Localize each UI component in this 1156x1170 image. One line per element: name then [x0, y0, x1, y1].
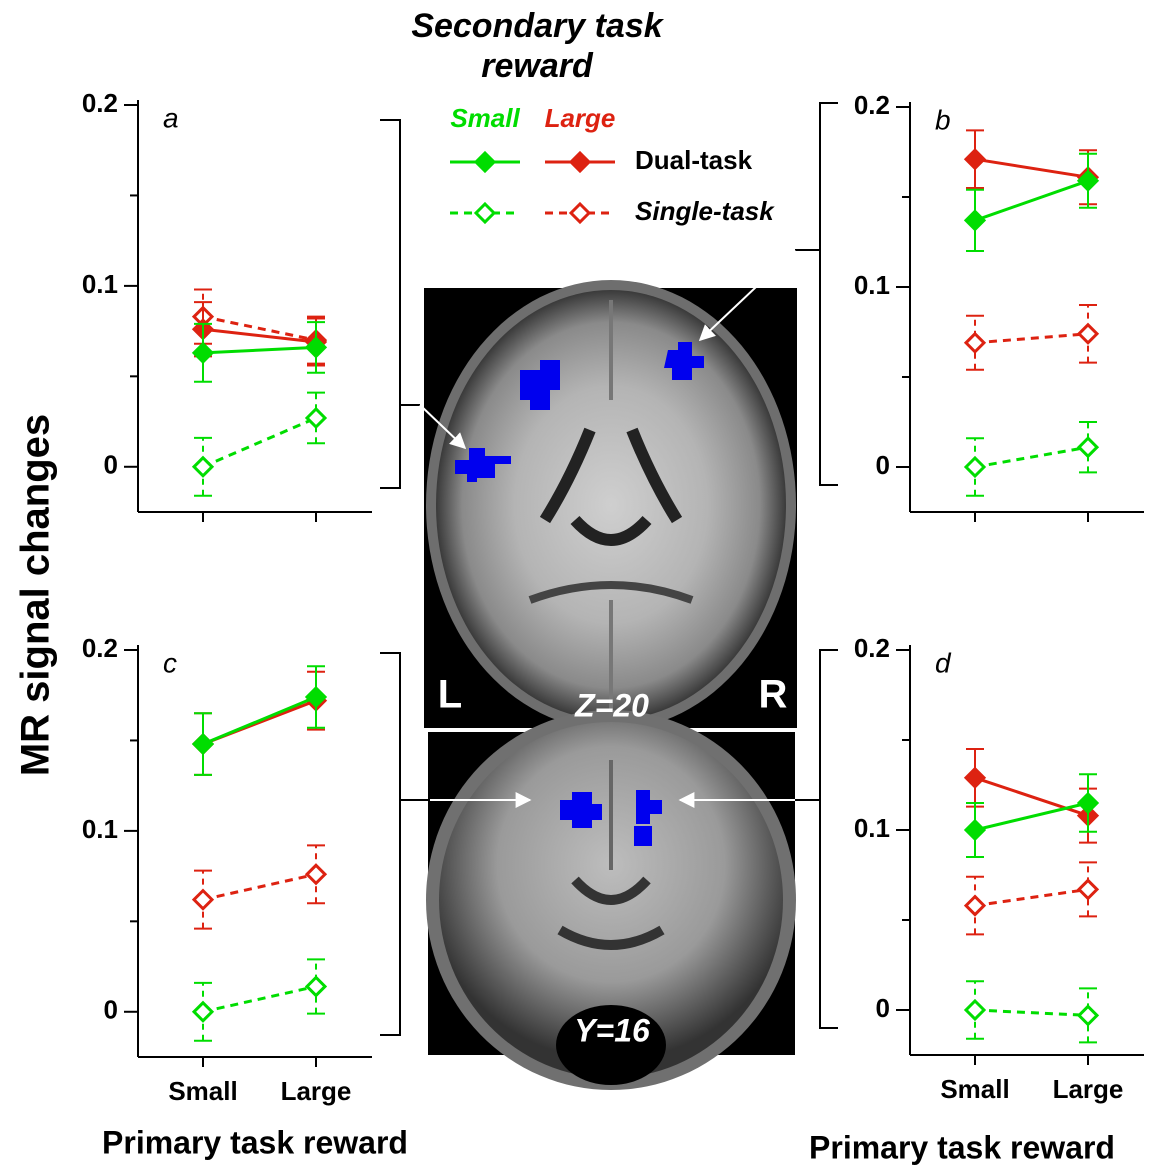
- x-axis-label: Primary task reward: [809, 1129, 1115, 1165]
- point: [304, 863, 328, 886]
- error-bar: [194, 436, 212, 497]
- point: [1076, 322, 1100, 345]
- error-bar: [194, 981, 212, 1042]
- point: [1076, 791, 1100, 815]
- legend-title: Secondary task reward: [411, 7, 663, 85]
- point: [304, 336, 328, 359]
- point: [191, 341, 215, 364]
- point: [963, 998, 987, 1022]
- y-tick-label: 0.1: [82, 269, 118, 299]
- image-label: L: [438, 673, 462, 717]
- y-tick-label: 0.2: [854, 633, 890, 663]
- error-bar: [966, 980, 984, 1040]
- legend-marker: [568, 150, 592, 174]
- series-line: [202, 872, 317, 902]
- series-line: [202, 327, 317, 344]
- panel-label: c: [163, 647, 177, 678]
- series-line: [202, 315, 317, 342]
- point: [963, 818, 987, 842]
- y-tick-label: 0: [876, 993, 890, 1023]
- series-line: [202, 984, 317, 1014]
- point: [963, 331, 987, 354]
- panel-label: b: [935, 104, 951, 135]
- y-tick-label: 0.1: [82, 814, 118, 844]
- point: [1076, 169, 1100, 192]
- error-bar: [966, 437, 984, 497]
- legend-column-label: Large: [545, 103, 616, 133]
- series-line: [974, 1008, 1089, 1017]
- point: [963, 766, 987, 789]
- series-line: [974, 157, 1089, 179]
- y-axis-label: MR signal changes: [14, 414, 58, 776]
- x-tick-label: Small: [940, 1074, 1009, 1104]
- point: [191, 732, 215, 756]
- y-tick-label: 0: [104, 995, 118, 1025]
- point: [963, 894, 987, 917]
- series-line: [202, 345, 317, 355]
- y-tick-label: 0: [876, 450, 890, 480]
- x-tick-label: Large: [281, 1076, 352, 1106]
- point: [191, 888, 215, 911]
- legend-row-label: Single-task: [635, 196, 775, 226]
- legend-marker: [473, 201, 497, 225]
- point: [963, 209, 987, 232]
- series-line: [974, 445, 1089, 469]
- legend-column-label: Small: [450, 103, 520, 133]
- arrows: [419, 249, 796, 808]
- image-label: Z=20: [574, 687, 649, 723]
- point: [304, 975, 328, 998]
- x-tick-label: Large: [1053, 1074, 1124, 1104]
- y-tick-label: 0.1: [854, 813, 890, 843]
- point: [963, 455, 987, 479]
- series-line: [974, 179, 1089, 222]
- point: [963, 148, 987, 171]
- legend-marker: [568, 201, 592, 225]
- series-line: [974, 776, 1089, 818]
- error-bar: [307, 844, 325, 905]
- error-bar: [194, 869, 212, 930]
- brain-image-axial: [424, 280, 797, 730]
- point: [191, 1000, 215, 1023]
- legend-marker: [473, 150, 497, 174]
- series-line: [974, 332, 1089, 345]
- point: [1076, 436, 1100, 459]
- error-bar: [1079, 304, 1097, 364]
- point: [191, 455, 215, 478]
- series-line: [974, 887, 1089, 908]
- panel-label: d: [935, 647, 952, 678]
- x-tick-label: Small: [168, 1076, 237, 1106]
- point: [1076, 1004, 1100, 1027]
- panel-label: a: [163, 102, 179, 133]
- point: [1076, 878, 1100, 901]
- y-tick-label: 0.2: [82, 633, 118, 663]
- legend-row-label: Dual-task: [635, 145, 753, 175]
- y-tick-label: 0.1: [854, 270, 890, 300]
- series-line: [974, 801, 1089, 832]
- x-axis-label: Primary task reward: [102, 1124, 408, 1160]
- y-tick-label: 0: [104, 450, 118, 480]
- y-tick-label: 0.2: [854, 90, 890, 120]
- y-tick-label: 0.2: [82, 88, 118, 118]
- connectors: [380, 102, 838, 1036]
- image-label: Y=16: [574, 1012, 650, 1048]
- point: [304, 685, 328, 709]
- image-label: R: [759, 673, 788, 717]
- point: [304, 406, 328, 430]
- error-bar: [966, 875, 984, 936]
- series-line: [202, 416, 317, 469]
- series-line: [202, 695, 317, 746]
